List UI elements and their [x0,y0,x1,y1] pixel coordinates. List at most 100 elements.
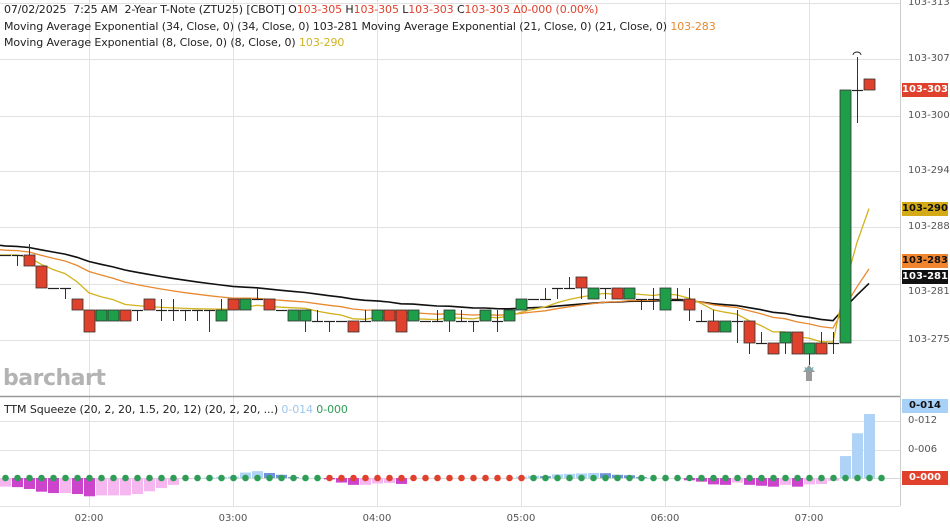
candle-body-down [707,320,720,333]
candle [756,332,767,345]
ttm-squeeze-dot [542,474,549,482]
candle [696,310,707,323]
grid [0,0,901,507]
ttm-histogram-bar [840,456,851,478]
markers [803,51,862,381]
time-axis-label: 04:00 [362,513,392,524]
ttm-squeeze-dot [458,474,465,482]
candle [180,309,191,321]
candle [852,57,863,123]
ttm-squeeze-dot [254,474,261,482]
ttm-squeeze-dot [326,474,333,482]
open-value: 103-305 [296,3,342,16]
candle [564,277,575,290]
candle [587,287,600,300]
candle-body-down [767,342,780,355]
ttm-squeeze-dot [50,474,57,482]
ttm-squeeze-dot [698,474,705,482]
candle [492,310,503,332]
candle-body-down [347,320,360,333]
candle [479,309,492,322]
last-price-tag: 103-303 [902,83,948,97]
ttm-squeeze-dot [506,474,513,482]
candle [95,309,108,322]
ttm-squeeze-dot [98,474,105,482]
ema-legend-row1: Moving Average Exponential (34, Close, 0… [4,20,716,33]
candle [719,320,732,333]
ttm-squeeze-dot [830,474,837,482]
ttm-squeeze-dot [422,474,429,482]
ttm-histogram-bar [864,414,875,478]
candle [48,287,59,290]
candle [432,310,443,323]
ttm-squeeze-dot [638,474,645,482]
ema21-line [0,249,870,329]
ema8-label[interactable]: Moving Average Exponential (8, Close, 0)… [4,36,296,49]
ttm-squeeze-dot [434,474,441,482]
ttm-histogram-bar [24,478,35,489]
candle [707,310,720,333]
ttm-squeeze-dot [854,474,861,482]
ttm-squeeze-dot [182,474,189,482]
price-axis-label: 103-281 [908,286,950,297]
candle [839,89,852,344]
candle [732,310,743,343]
ema-legend-row2: Moving Average Exponential (8, Close, 0)… [4,36,344,49]
low-label: L [402,3,409,16]
ttm-histogram-bar [84,478,95,497]
candle [540,288,551,301]
ema21-label[interactable]: Moving Average Exponential (21, Close, 0… [361,20,668,33]
instrument-name: 2-Year T-Note (ZTU25) [CBOT] [124,3,285,16]
candle [659,287,672,311]
ttm-squeeze-dot [866,474,873,482]
candle [71,298,84,311]
candle [575,276,588,299]
candle-body-up [95,309,108,322]
ttm-squeeze-dot [770,474,777,482]
candle-body-up [443,309,456,322]
signal-arc-icon [852,51,862,56]
ttm-squeeze-dot [482,474,489,482]
candle [360,310,371,323]
candle [60,287,71,299]
ttm-histogram-bar [168,478,179,485]
candle [263,298,276,311]
ttm-squeeze-dot [350,474,357,482]
ttm-squeeze-dot [794,474,801,482]
candle-body-up [299,309,312,322]
ttm-squeeze-dot [38,474,45,482]
ttm-histogram-bar [132,478,143,494]
ttm-squeeze-dot [758,474,765,482]
candle [863,78,876,91]
ttm-histogram-bar [36,478,47,492]
quote-time: 7:25 AM [73,3,118,16]
candle-body-down [119,309,132,322]
ttm-axis-label: 0-012 [908,415,938,426]
ttm-squeeze-dot [134,474,141,482]
ema21-tag: 103-283 [902,254,948,268]
candle [324,320,335,332]
ttm-histogram-bar [156,478,167,489]
signal-arc-icon [804,366,814,371]
ttm-label[interactable]: TTM Squeeze (20, 2, 20, 1.5, 20, 12) (20… [4,403,279,416]
candle [611,287,624,300]
price-axis-label: 103-307 [908,53,950,64]
ttm-squeeze-dot [206,474,213,482]
ttm-squeeze-dot [290,474,297,482]
ema34-tag: 103-281 [902,270,948,284]
candle-body-up [515,298,528,311]
candle-body-up [239,298,252,311]
candle-body-down [611,287,624,300]
ttm-squeeze-dot [242,474,249,482]
time-axis-label: 03:00 [218,513,248,524]
candle [83,309,96,333]
ttm-squeeze-dot [278,474,285,482]
candle [168,299,179,321]
ema34-label[interactable]: Moving Average Exponential (34, Close, 0… [4,20,310,33]
ttm-squeeze-dot [338,474,345,482]
candle [443,309,456,332]
ttm-histogram-bar [120,478,131,496]
candle-body-up [371,309,384,322]
high-label: H [345,3,354,16]
